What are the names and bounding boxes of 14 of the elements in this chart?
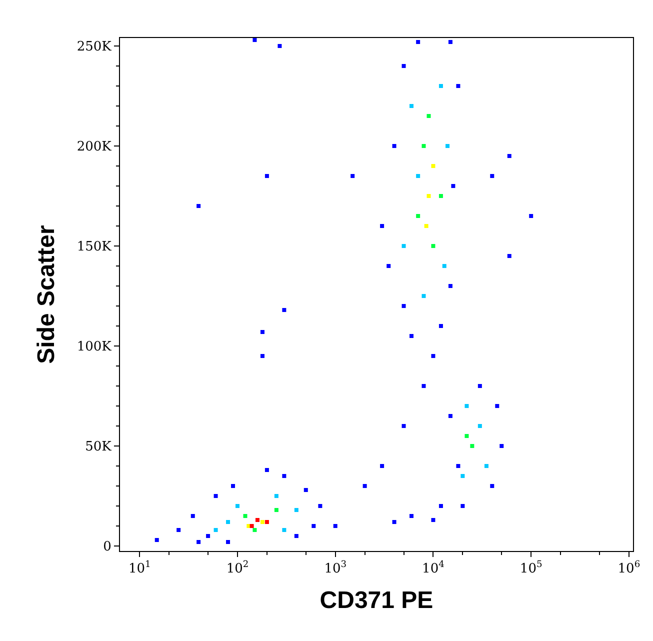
x-tick-label: 10$^{1}$	[128, 560, 151, 577]
y-tick-label: 250K	[76, 40, 112, 55]
x-tick-label: 10$^{5}$	[520, 560, 542, 577]
x-axis-title: CD371 PE	[320, 586, 434, 614]
y-axis-title: Side Scatter	[32, 225, 60, 364]
x-tick-label: 10$^{3}$	[324, 560, 347, 577]
y-tick-label: 150K	[76, 240, 112, 255]
y-tick-label: 50K	[85, 440, 112, 455]
y-tick-label: 0	[103, 540, 112, 555]
y-tick-label: 200K	[76, 140, 112, 155]
y-tick-label: 100K	[76, 340, 112, 355]
x-tick-label: 10$^{4}$	[422, 560, 445, 577]
x-tick-label: 10$^{6}$	[618, 560, 640, 577]
x-tick-label: 10$^{2}$	[226, 560, 249, 577]
